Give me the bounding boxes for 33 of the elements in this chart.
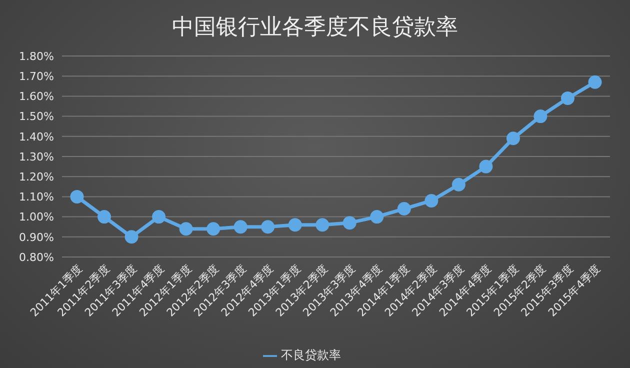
point	[560, 91, 574, 105]
point	[288, 218, 302, 232]
point	[424, 194, 438, 208]
point	[506, 132, 520, 146]
point	[98, 210, 112, 224]
point	[206, 222, 220, 236]
y-tick-label: 1.00%	[19, 210, 54, 224]
y-tick-label: 1.40%	[19, 130, 54, 144]
point	[261, 220, 275, 234]
chart-title: 中国银行业各季度不良贷款率	[172, 15, 458, 40]
y-tick-label: 1.20%	[19, 170, 54, 184]
point	[397, 202, 411, 216]
point	[70, 190, 84, 204]
y-tick-label: 1.30%	[19, 150, 54, 164]
y-tick-label: 1.10%	[19, 190, 54, 204]
y-tick-label: 1.60%	[19, 90, 54, 104]
point	[342, 216, 356, 230]
point	[179, 222, 193, 236]
point	[588, 75, 602, 89]
y-tick-label: 0.80%	[19, 250, 54, 264]
y-tick-label: 0.90%	[19, 230, 54, 244]
point	[370, 210, 384, 224]
y-tick-label: 1.70%	[19, 70, 54, 84]
point	[124, 230, 138, 244]
y-tick-label: 1.50%	[19, 110, 54, 124]
point	[534, 110, 548, 124]
legend-label: 不良贷款率	[281, 348, 341, 362]
point	[152, 210, 166, 224]
point	[316, 218, 330, 232]
y-tick-label: 1.80%	[19, 50, 54, 63]
point	[452, 178, 466, 192]
point	[479, 160, 493, 174]
point	[234, 220, 248, 234]
